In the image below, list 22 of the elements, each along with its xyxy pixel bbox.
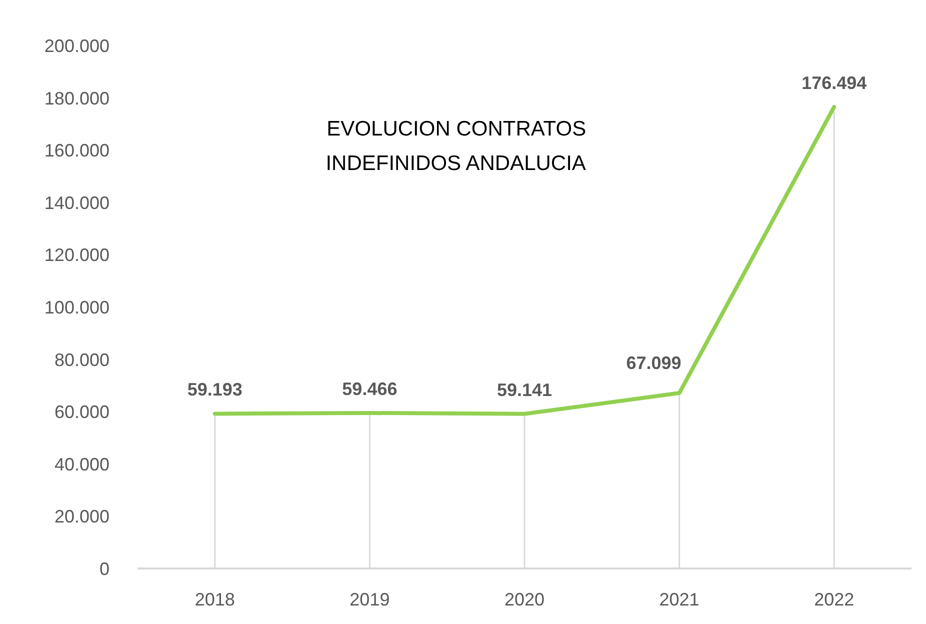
text: EVOLUCION CONTRATOS INDEFINIDOS ANDALUCIA xyxy=(326,118,586,176)
x-tick-label: 2021 xyxy=(659,590,700,610)
y-tick-label: 180.000 xyxy=(44,88,110,108)
data-label: 67.099 xyxy=(626,353,682,374)
data-label: 59.193 xyxy=(187,380,242,400)
y-tick-label: 80.000 xyxy=(54,350,110,370)
y-tick-label: 40.000 xyxy=(54,454,110,474)
y-tick-label: 120.000 xyxy=(44,245,110,266)
x-tick-label: 2022 xyxy=(814,590,854,610)
y-tick-label: 140.000 xyxy=(44,192,110,213)
y-tick-label: 20.000 xyxy=(54,506,110,527)
y-tick-label: 200.000 xyxy=(44,36,110,56)
data-label: 59.466 xyxy=(342,378,398,399)
y-tick-label: 0 xyxy=(99,559,110,579)
data-label: 59.141 xyxy=(496,380,552,400)
x-tick-label: 2019 xyxy=(350,590,390,610)
y-tick-label: 160.000 xyxy=(44,140,110,161)
data-label: 176.494 xyxy=(802,72,867,93)
x-tick-label: 2020 xyxy=(504,590,545,610)
y-tick-label: 100.000 xyxy=(44,298,110,318)
y-tick-label: 60.000 xyxy=(54,402,110,422)
x-tick-label: 2018 xyxy=(194,590,235,610)
